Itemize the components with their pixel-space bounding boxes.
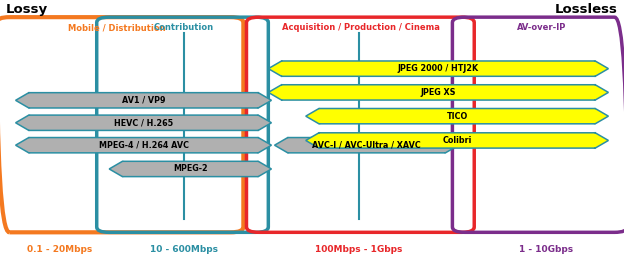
- Text: AVC-I / AVC-Ultra / XAVC: AVC-I / AVC-Ultra / XAVC: [312, 141, 421, 150]
- Text: 10 - 600Mbps: 10 - 600Mbps: [150, 245, 218, 254]
- Polygon shape: [16, 137, 271, 153]
- Polygon shape: [16, 92, 271, 108]
- Text: Lossy: Lossy: [6, 3, 49, 16]
- Text: Mobile / Distribution: Mobile / Distribution: [69, 23, 166, 32]
- Text: Acquisition / Production / Cinema: Acquisition / Production / Cinema: [281, 23, 440, 32]
- Polygon shape: [306, 108, 608, 124]
- Text: 0.1 - 20Mbps: 0.1 - 20Mbps: [27, 245, 92, 254]
- Text: MPEG-4 / H.264 AVC: MPEG-4 / H.264 AVC: [99, 141, 188, 150]
- Polygon shape: [16, 115, 271, 131]
- Text: JPEG 2000 / HTJ2K: JPEG 2000 / HTJ2K: [397, 64, 479, 73]
- Text: 100Mbps - 1Gbps: 100Mbps - 1Gbps: [315, 245, 402, 254]
- Polygon shape: [268, 61, 608, 77]
- Polygon shape: [268, 84, 608, 100]
- Polygon shape: [306, 133, 608, 148]
- Text: MPEG-2: MPEG-2: [173, 164, 208, 173]
- Text: HEVC / H.265: HEVC / H.265: [114, 118, 173, 127]
- Text: 1 - 10Gbps: 1 - 10Gbps: [519, 245, 573, 254]
- Polygon shape: [275, 137, 459, 153]
- Polygon shape: [109, 161, 271, 177]
- Text: Contribution: Contribution: [154, 23, 214, 32]
- Text: JPEG XS: JPEG XS: [421, 88, 456, 97]
- Text: Colibri: Colibri: [442, 136, 472, 145]
- Text: AV-over-IP: AV-over-IP: [517, 23, 567, 32]
- Text: TICO: TICO: [446, 112, 468, 121]
- Text: Lossless: Lossless: [555, 3, 618, 16]
- Text: AV1 / VP9: AV1 / VP9: [122, 96, 165, 105]
